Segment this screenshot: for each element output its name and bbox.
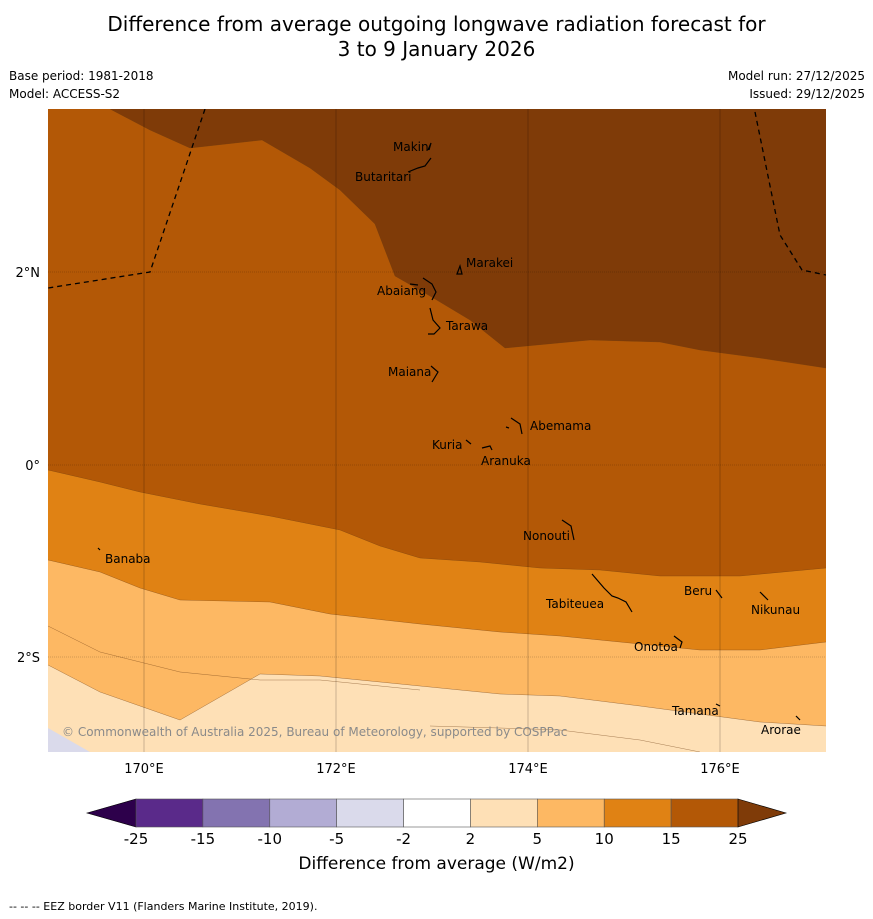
island-aranuka bbox=[481, 445, 493, 451]
colorbar-extend-low bbox=[85, 798, 137, 828]
lat-label-2n: 2°N bbox=[16, 266, 41, 281]
island-tamana bbox=[715, 703, 721, 707]
label-abaiang: Abaiang bbox=[377, 284, 426, 298]
colorbar-tick-label: 5 bbox=[533, 830, 543, 848]
band-neg-2-5 bbox=[48, 728, 90, 752]
eez-border bbox=[48, 109, 826, 289]
colorbar-tick-label: 15 bbox=[662, 830, 681, 848]
colorbar-ticks: -25 -15 -10 -5 -2 2 5 10 15 25 bbox=[124, 830, 748, 848]
colorbar-segment bbox=[603, 798, 672, 828]
lon-label-172: 172°E bbox=[316, 762, 356, 777]
meta-right: Model run: 27/12/2025 Issued: 29/12/2025 bbox=[728, 68, 865, 104]
colorbar-segment bbox=[135, 798, 204, 828]
colorbar-label: Difference from average (W/m2) bbox=[298, 854, 575, 874]
map-canvas: Makin Butaritari Marakei Abaiang Tarawa … bbox=[16, 109, 826, 777]
colorbar-segment bbox=[470, 798, 538, 828]
island-makin bbox=[427, 142, 432, 151]
lat-label-0: 0° bbox=[25, 459, 40, 474]
label-kuria: Kuria bbox=[432, 438, 463, 452]
label-banaba: Banaba bbox=[105, 552, 151, 566]
island-tabiteuea bbox=[591, 573, 633, 613]
label-aranuka: Aranuka bbox=[481, 454, 531, 468]
island-beru bbox=[715, 589, 723, 599]
label-beru: Beru bbox=[684, 584, 712, 598]
islands bbox=[97, 142, 801, 721]
label-onotoa: Onotoa bbox=[634, 640, 678, 654]
island-marakei bbox=[456, 263, 463, 275]
lon-label-176: 176°E bbox=[700, 762, 740, 777]
band-above-25 bbox=[110, 109, 826, 368]
colorbar-segment bbox=[670, 798, 739, 828]
label-tamana: Tamana bbox=[671, 704, 719, 718]
label-tabiteuea: Tabiteuea bbox=[545, 597, 604, 611]
colorbar-tick-label: 2 bbox=[466, 830, 476, 848]
label-nonouti: Nonouti bbox=[523, 529, 570, 543]
colorbar-segments bbox=[135, 798, 739, 828]
label-makin: Makin bbox=[393, 140, 429, 154]
label-tarawa: Tarawa bbox=[445, 319, 488, 333]
label-maiana: Maiana bbox=[388, 365, 431, 379]
colorbar-tick-label: 25 bbox=[728, 830, 747, 848]
colorbar-tick-label: -15 bbox=[191, 830, 216, 848]
island-abaiang-islet bbox=[409, 283, 419, 286]
copyright-notice: © Commonwealth of Australia 2025, Bureau… bbox=[62, 725, 567, 739]
colorbar-segment bbox=[269, 798, 337, 828]
title-line-2: 3 to 9 January 2026 bbox=[337, 37, 536, 61]
colorbar-tick-label: -10 bbox=[258, 830, 283, 848]
colorbar-tick-label: 10 bbox=[595, 830, 614, 848]
label-butaritari: Butaritari bbox=[355, 170, 412, 184]
lon-label-170: 170°E bbox=[124, 762, 164, 777]
island-butaritari bbox=[407, 157, 432, 173]
eez-footnote: -- -- -- EEZ border V11 (Flanders Marine… bbox=[9, 900, 318, 913]
colorbar-tick-label: -2 bbox=[396, 830, 411, 848]
colorbar-segment bbox=[537, 798, 605, 828]
colorbar-segment bbox=[403, 798, 471, 828]
island-maiana bbox=[430, 365, 439, 383]
island-banaba bbox=[97, 547, 101, 551]
island-abemama-islet bbox=[505, 426, 510, 429]
colorbar-tick-label: -25 bbox=[124, 830, 149, 848]
label-arorae: Arorae bbox=[761, 723, 801, 737]
base-period: Base period: 1981-2018 bbox=[9, 69, 154, 83]
island-kuria bbox=[465, 439, 472, 445]
issued-date: Issued: 29/12/2025 bbox=[749, 87, 865, 101]
label-nikunau: Nikunau bbox=[751, 603, 800, 617]
colorbar-segment bbox=[202, 798, 271, 828]
colorbar-tick-label: -5 bbox=[329, 830, 344, 848]
colorbar-extend-high bbox=[737, 798, 788, 828]
island-arorae bbox=[795, 715, 801, 721]
island-abaiang bbox=[422, 277, 437, 301]
place-labels: Makin Butaritari Marakei Abaiang Tarawa … bbox=[105, 140, 801, 737]
label-abemama: Abemama bbox=[530, 419, 591, 433]
meta-left: Base period: 1981-2018 Model: ACCESS-S2 bbox=[9, 68, 154, 104]
eez-border-west bbox=[48, 109, 206, 289]
colorbar-segment bbox=[336, 798, 404, 828]
lon-label-174: 174°E bbox=[508, 762, 548, 777]
model-name: Model: ACCESS-S2 bbox=[9, 87, 121, 101]
island-onotoa bbox=[673, 635, 683, 649]
map-title: Difference from average outgoing longwav… bbox=[0, 12, 873, 62]
island-nikunau bbox=[759, 591, 769, 601]
title-line-1: Difference from average outgoing longwav… bbox=[107, 12, 766, 36]
label-marakei: Marakei bbox=[466, 256, 513, 270]
island-abemama bbox=[510, 417, 523, 435]
gridlines bbox=[48, 109, 826, 752]
eez-border-east bbox=[754, 111, 826, 276]
island-tarawa bbox=[428, 307, 441, 335]
island-nonouti bbox=[561, 519, 575, 541]
lat-label-2s: 2°S bbox=[17, 651, 40, 666]
axis-labels: 2°N 0° 2°S 170°E 172°E 174°E 176°E bbox=[16, 266, 740, 777]
model-run: Model run: 27/12/2025 bbox=[727, 69, 865, 83]
